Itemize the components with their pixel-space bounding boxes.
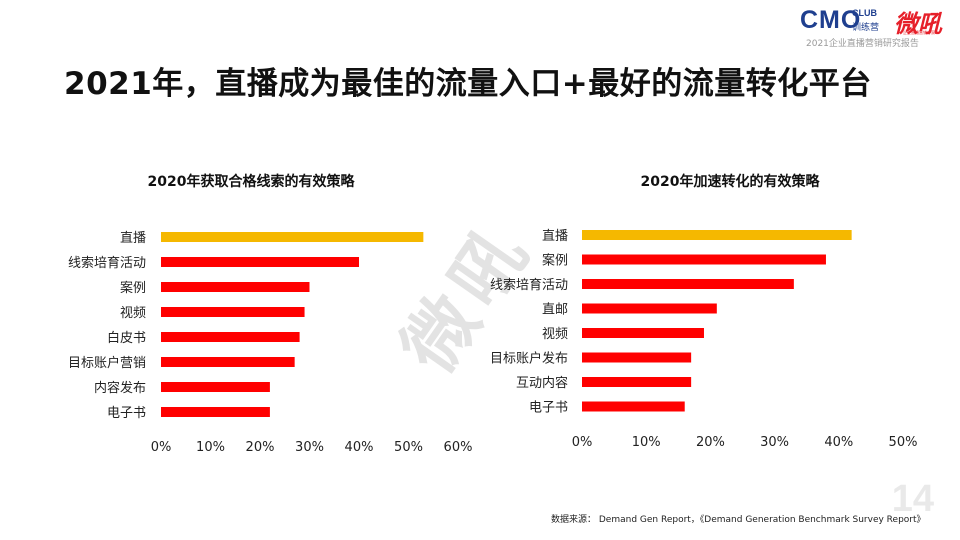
category-label: 直播	[120, 231, 146, 246]
bar	[582, 352, 692, 363]
bar	[582, 401, 685, 412]
bar-highlight	[161, 232, 424, 242]
category-label: 直播	[542, 229, 568, 244]
bar	[161, 382, 270, 392]
bar	[582, 254, 826, 265]
logo-brand-subtitle: 企业直播营销专家	[903, 30, 935, 35]
bar	[161, 407, 270, 417]
x-tick-label: 30%	[760, 435, 789, 450]
page-title: 2021年，直播成为最佳的流量入口+最好的流量转化平台	[64, 66, 872, 102]
category-label: 互动内容	[516, 375, 568, 391]
category-label: 白皮书	[107, 330, 146, 346]
x-tick-label: 60%	[444, 440, 473, 455]
category-label: 直邮	[542, 303, 568, 318]
x-tick-label: 50%	[394, 440, 423, 455]
data-source: 数据来源： Demand Gen Report，《Demand Generati…	[551, 515, 926, 525]
category-label: 视频	[120, 306, 146, 321]
category-label: 内容发布	[94, 380, 146, 396]
bar	[161, 257, 359, 267]
brand-logo: CMO CLUB 训练营 微吼 企业直播营销专家 2021企业直播营销研究报告	[800, 6, 950, 49]
x-tick-label: 0%	[151, 440, 172, 455]
logo-brand-text: 微吼	[894, 10, 942, 38]
category-label: 线索培育活动	[68, 255, 146, 271]
chart-title: 2020年加速转化的有效策略	[640, 174, 820, 190]
report-caption: 2021企业直播营销研究报告	[806, 39, 919, 49]
logo-camp-text: 训练营	[852, 23, 880, 33]
x-tick-label: 40%	[824, 435, 853, 450]
logo-club-text: CLUB	[852, 8, 877, 18]
bar	[161, 282, 310, 292]
bar	[161, 357, 295, 367]
x-tick-label: 50%	[889, 435, 918, 450]
logo-cmo-text: CMO	[800, 6, 862, 34]
x-tick-label: 20%	[246, 440, 275, 455]
x-tick-label: 30%	[295, 440, 324, 455]
category-label: 案例	[120, 281, 146, 296]
category-label: 目标账户发布	[490, 351, 568, 367]
bar	[582, 303, 717, 314]
category-label: 视频	[542, 327, 568, 342]
category-label: 目标账户营销	[68, 355, 146, 371]
category-label: 电子书	[529, 401, 568, 416]
bar	[161, 307, 305, 317]
bar	[582, 328, 704, 338]
x-tick-label: 10%	[196, 440, 225, 455]
category-label: 案例	[542, 254, 568, 269]
chart-title: 2020年获取合格线索的有效策略	[147, 174, 355, 190]
x-tick-label: 10%	[632, 435, 661, 450]
x-tick-label: 40%	[345, 440, 374, 455]
x-tick-label: 20%	[696, 435, 725, 450]
bar	[582, 377, 692, 387]
category-label: 电子书	[107, 406, 146, 421]
category-label: 线索培育活动	[490, 277, 568, 293]
page-number: 14	[891, 478, 934, 520]
bar	[161, 332, 300, 342]
x-tick-label: 0%	[572, 435, 593, 450]
bar	[582, 279, 794, 289]
bar-highlight	[582, 230, 852, 240]
